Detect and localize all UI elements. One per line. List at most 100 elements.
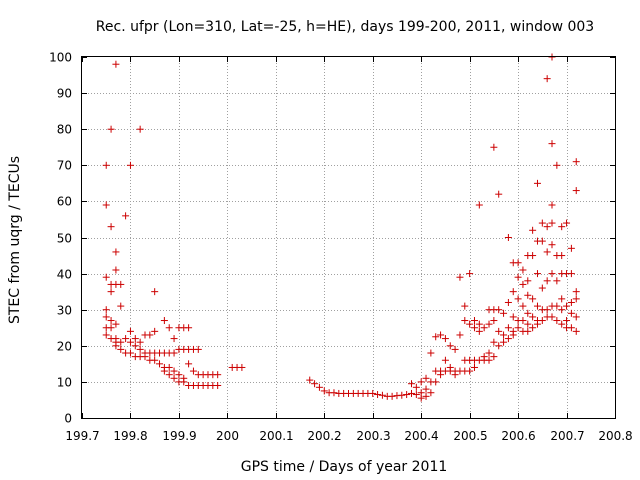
data-point [407, 389, 415, 397]
data-point [538, 317, 546, 325]
data-point [151, 356, 159, 364]
data-point [102, 201, 110, 209]
data-point [466, 270, 474, 278]
x-tick-label: 200 [216, 429, 239, 443]
data-point [572, 158, 580, 166]
data-point [131, 342, 139, 350]
data-point [422, 374, 430, 382]
data-point [567, 309, 575, 317]
data-point [490, 353, 498, 361]
data-point [126, 161, 134, 169]
data-point [533, 270, 541, 278]
data-point [538, 237, 546, 245]
data-point [495, 327, 503, 335]
data-point [117, 302, 125, 310]
data-point [107, 125, 115, 133]
data-point [558, 252, 566, 260]
data-point [315, 383, 323, 391]
data-point [495, 342, 503, 350]
data-point [490, 317, 498, 325]
data-point [112, 342, 120, 350]
data-point [451, 371, 459, 379]
data-point [548, 201, 556, 209]
data-point [475, 201, 483, 209]
data-point [572, 295, 580, 303]
data-point [112, 320, 120, 328]
y-tick-label: 70 [57, 159, 72, 173]
data-point [369, 389, 377, 397]
x-tick-label: 199.7 [65, 429, 99, 443]
data-point [500, 309, 508, 317]
data-point [378, 391, 386, 399]
data-point [509, 288, 517, 296]
data-point [543, 223, 551, 231]
data-point [320, 387, 328, 395]
data-point [136, 125, 144, 133]
data-point [504, 298, 512, 306]
data-point [456, 331, 464, 339]
y-axis-label: STEC from uqrg / TECUs [7, 156, 23, 324]
x-tick-label: 200.1 [259, 429, 293, 443]
data-point [567, 324, 575, 332]
x-tick-label: 200.6 [501, 429, 535, 443]
data-point [475, 327, 483, 335]
data-point [461, 317, 469, 325]
data-point [432, 378, 440, 386]
data-point [563, 317, 571, 325]
data-point [519, 280, 527, 288]
data-point [238, 363, 246, 371]
data-point [441, 335, 449, 343]
data-point [500, 331, 508, 339]
data-point [117, 345, 125, 353]
data-point [180, 378, 188, 386]
data-point [126, 327, 134, 335]
data-point [524, 277, 532, 285]
x-tick-label: 200.2 [307, 429, 341, 443]
y-tick-label: 100 [49, 51, 72, 65]
data-point [519, 317, 527, 325]
data-point [151, 288, 159, 296]
data-point [509, 331, 517, 339]
y-tick-label: 50 [57, 232, 72, 246]
data-point [558, 223, 566, 231]
plot-frame [81, 56, 616, 419]
data-point [151, 327, 159, 335]
data-point [529, 252, 537, 260]
data-point [422, 385, 430, 393]
data-point [514, 273, 522, 281]
data-point [126, 349, 134, 357]
y-tick-label: 10 [57, 376, 72, 390]
data-point [437, 371, 445, 379]
data-point [175, 371, 183, 379]
data-point [504, 324, 512, 332]
data-point [141, 353, 149, 361]
data-point [519, 302, 527, 310]
data-point [524, 291, 532, 299]
data-point [563, 219, 571, 227]
data-point [107, 288, 115, 296]
data-point [102, 313, 110, 321]
data-point [417, 378, 425, 386]
data-point [189, 367, 197, 375]
data-point [102, 306, 110, 314]
y-tick-label: 90 [57, 87, 72, 101]
data-point [407, 380, 415, 388]
data-point [126, 338, 134, 346]
x-tick-label: 200.5 [453, 429, 487, 443]
data-point [538, 284, 546, 292]
data-point [490, 338, 498, 346]
data-point [543, 248, 551, 256]
data-point [495, 190, 503, 198]
data-point [156, 360, 164, 368]
data-point [509, 313, 517, 321]
x-tick-label: 200.7 [550, 429, 584, 443]
data-points [102, 53, 580, 402]
data-point [514, 259, 522, 267]
y-tick-label: 60 [57, 195, 72, 209]
data-point [558, 295, 566, 303]
data-point [136, 338, 144, 346]
axis-ticks: 199.7 199.8 199.9 200 200.1 200.2 200.3 200.4 20… [49, 51, 633, 444]
data-point [567, 244, 575, 252]
data-point [194, 345, 202, 353]
data-point [112, 248, 120, 256]
